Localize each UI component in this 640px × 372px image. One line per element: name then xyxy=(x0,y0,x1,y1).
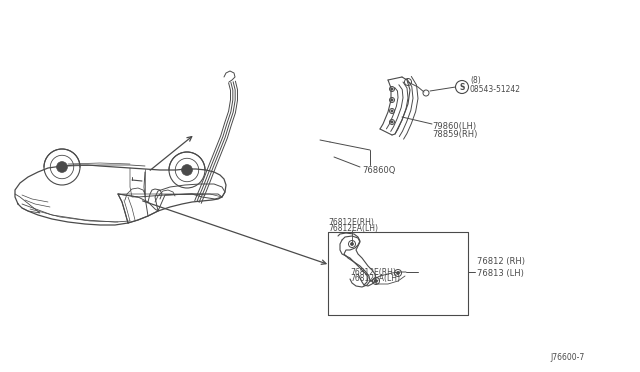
Text: 78859(RH): 78859(RH) xyxy=(432,129,477,138)
Circle shape xyxy=(391,110,393,112)
Circle shape xyxy=(56,161,67,172)
Circle shape xyxy=(397,272,399,275)
Circle shape xyxy=(391,99,393,101)
Text: 76812E(RH): 76812E(RH) xyxy=(328,218,374,227)
Text: J76600-7: J76600-7 xyxy=(550,353,584,362)
Text: 79860(LH): 79860(LH) xyxy=(432,122,476,131)
Circle shape xyxy=(391,121,393,123)
Circle shape xyxy=(391,88,393,90)
Text: S: S xyxy=(460,83,465,92)
Text: 76812 (RH)
76813 (LH): 76812 (RH) 76813 (LH) xyxy=(477,257,525,278)
Text: 76860Q: 76860Q xyxy=(362,166,396,174)
Text: 76812EA(LH): 76812EA(LH) xyxy=(328,224,378,232)
Circle shape xyxy=(182,164,193,176)
Text: (8): (8) xyxy=(470,77,481,86)
Circle shape xyxy=(351,243,353,246)
Text: 08543-51242: 08543-51242 xyxy=(470,86,521,94)
Text: 76812EA(LH): 76812EA(LH) xyxy=(350,275,400,283)
Circle shape xyxy=(374,279,378,282)
Text: 76812E(RH): 76812E(RH) xyxy=(350,269,396,278)
